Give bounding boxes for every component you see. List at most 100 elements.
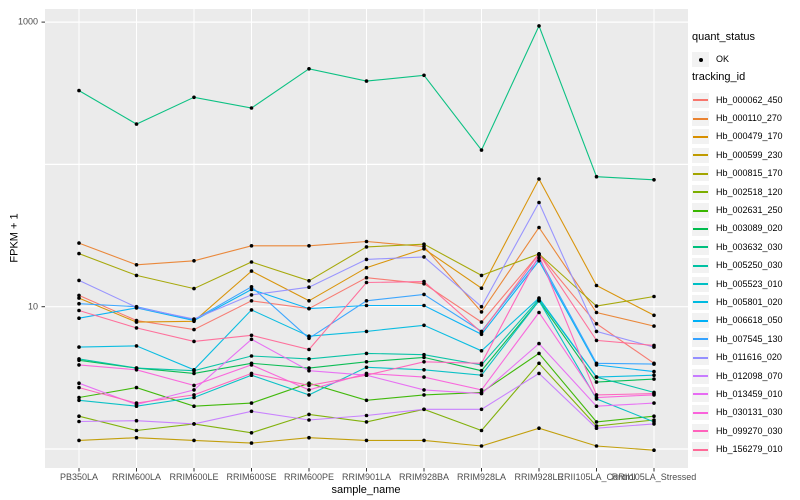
data-point	[537, 177, 541, 181]
data-point	[364, 373, 369, 378]
data-point	[652, 414, 656, 419]
line-swatch-icon	[692, 276, 709, 292]
legend-item-label: Hb_000110_270	[716, 113, 782, 124]
data-point	[192, 317, 196, 321]
data-point	[537, 259, 541, 263]
data-point	[307, 412, 311, 417]
data-point	[422, 323, 426, 328]
data-point	[307, 279, 311, 283]
data-point	[307, 393, 311, 397]
data-point	[307, 418, 311, 422]
data-point	[249, 285, 254, 289]
line-swatch-icon	[692, 405, 709, 421]
data-point	[77, 363, 81, 367]
data-point	[537, 426, 541, 431]
data-point	[364, 245, 369, 249]
legend-item-label: Hb_156279_010	[716, 444, 783, 455]
data-point	[422, 360, 426, 364]
legend-item-label: Hb_002631_250	[716, 205, 783, 216]
data-point	[537, 200, 541, 205]
line-swatch-icon	[692, 313, 709, 329]
data-point	[192, 368, 196, 372]
data-point	[249, 333, 254, 338]
data-point	[594, 375, 599, 379]
data-point	[479, 304, 484, 309]
data-point	[652, 362, 656, 366]
x-tick-label: RRII105LA_Stressed	[611, 472, 697, 482]
data-point	[594, 426, 599, 431]
data-point	[307, 347, 311, 352]
legend-item-Hb_000062_450: Hb_000062_450	[692, 91, 783, 109]
legend-item-Hb_030131_030: Hb_030131_030	[692, 404, 783, 422]
data-point	[594, 321, 599, 326]
data-point	[77, 88, 81, 93]
data-point	[479, 361, 484, 366]
data-point	[134, 435, 139, 440]
data-point	[134, 401, 139, 405]
data-point	[364, 438, 369, 443]
legend-item-label: Hb_006618_050	[716, 315, 783, 326]
data-point	[364, 239, 369, 244]
data-point	[77, 293, 81, 298]
x-tick-label: PB350LA	[59, 472, 99, 482]
data-point	[364, 398, 369, 403]
x-tick-label: RRIM600PE	[283, 472, 335, 482]
data-point	[307, 299, 311, 303]
legend-item-label: Hb_005250_030	[716, 260, 783, 271]
data-point	[77, 241, 81, 245]
data-point	[192, 393, 196, 397]
data-point	[249, 401, 254, 405]
line-swatch-icon	[692, 203, 709, 219]
data-point	[422, 375, 426, 379]
data-point	[594, 304, 599, 308]
data-point	[594, 310, 599, 315]
data-point	[594, 380, 599, 384]
data-point	[134, 305, 139, 310]
legend-item-Hb_012098_070: Hb_012098_070	[692, 367, 783, 385]
line-swatch-icon	[692, 184, 709, 200]
data-point	[422, 355, 426, 360]
data-point	[422, 388, 426, 392]
data-point	[134, 428, 139, 433]
data-point	[594, 329, 599, 334]
data-point	[364, 329, 369, 334]
legend-item-label: Hb_011616_020	[716, 352, 782, 363]
data-point	[192, 404, 196, 409]
data-point	[249, 354, 254, 358]
data-point	[249, 106, 254, 110]
data-point	[479, 349, 484, 353]
data-point	[364, 360, 369, 364]
data-point	[77, 301, 81, 306]
legend-item-Hb_000599_230: Hb_000599_230	[692, 146, 783, 164]
legend-item-label: Hb_000062_450	[716, 94, 783, 105]
data-point	[192, 371, 196, 376]
data-point	[134, 385, 139, 390]
data-point	[537, 252, 541, 256]
data-point	[77, 395, 81, 400]
data-point	[249, 308, 254, 312]
data-point	[134, 344, 139, 348]
legend-item-label: Hb_005801_020	[716, 296, 783, 307]
x-axis-title: sample_name	[331, 484, 401, 496]
data-point	[364, 275, 369, 280]
data-point	[77, 385, 81, 390]
data-point	[479, 320, 484, 324]
data-point	[134, 368, 139, 372]
data-point	[307, 366, 311, 370]
data-point	[537, 371, 541, 376]
data-point	[422, 292, 426, 297]
data-point	[134, 122, 139, 126]
data-point	[479, 428, 484, 433]
x-tick-label: RRIM928LA	[456, 472, 507, 482]
x-tick-label: RRII105LA_Control	[557, 472, 636, 482]
data-point	[364, 420, 369, 424]
data-point	[192, 286, 196, 291]
line-swatch-icon	[692, 258, 709, 274]
legend-item-Hb_099270_030: Hb_099270_030	[692, 422, 783, 440]
data-point	[479, 330, 484, 335]
legend-item-label: Hb_003632_030	[716, 241, 783, 252]
data-point	[307, 67, 311, 71]
legend-item-label: Hb_012098_070	[716, 370, 783, 381]
data-point	[537, 341, 541, 346]
legend-item-Hb_006618_050: Hb_006618_050	[692, 312, 783, 330]
